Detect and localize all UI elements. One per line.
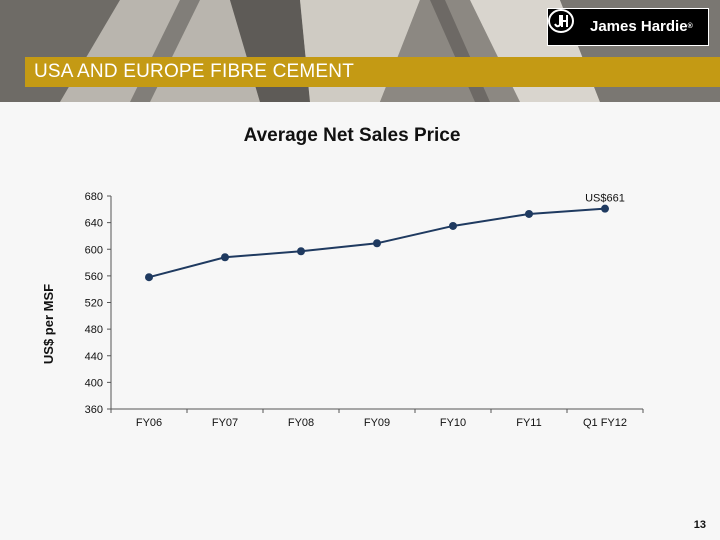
- chart-title: Average Net Sales Price: [243, 125, 461, 146]
- data-point: [221, 253, 229, 262]
- y-tick-label: 400: [85, 377, 103, 389]
- x-tick-label: FY10: [440, 417, 466, 429]
- x-tick-label: FY07: [212, 417, 238, 429]
- y-tick-label: 680: [85, 191, 103, 203]
- y-tick-label: 640: [85, 218, 103, 230]
- y-tick-label: 440: [85, 351, 103, 363]
- section-title: USA AND EUROPE FIBRE CEMENT: [34, 61, 355, 82]
- logo-text: James Hardie®: [590, 18, 693, 35]
- chart-axes: [110, 196, 643, 410]
- x-tick-label: FY11: [516, 417, 541, 429]
- chart-series: [145, 204, 609, 282]
- x-tick-label: Q1 FY12: [583, 417, 627, 429]
- james-hardie-logo: James Hardie®: [547, 8, 709, 46]
- x-tick-label: FY08: [288, 417, 314, 429]
- jh-logo-mark-icon: [548, 9, 574, 33]
- header-banner: USA AND EUROPE FIBRE CEMENT James Hardie…: [0, 0, 720, 102]
- data-point: [145, 273, 153, 282]
- y-tick-label: 480: [85, 324, 103, 336]
- x-tick-label: FY06: [136, 417, 162, 429]
- data-point: [373, 239, 381, 248]
- y-tick-label: 360: [85, 404, 103, 416]
- x-tick-label: FY09: [364, 417, 390, 429]
- y-tick-label: 520: [85, 298, 103, 310]
- section-bar: USA AND EUROPE FIBRE CEMENT: [25, 57, 720, 87]
- y-tick-label: 560: [85, 271, 103, 283]
- data-point: [449, 221, 457, 230]
- data-annotation: US$661: [585, 193, 625, 205]
- chart-ticks: 360 400 440 480 520 560 600 640 680 FY06 FY07 FY08 F…: [85, 191, 644, 429]
- y-tick-label: 600: [85, 244, 103, 256]
- data-point: [601, 204, 609, 213]
- data-point: [525, 209, 533, 218]
- chart-labels: US$ per MSF US$661: [41, 193, 625, 364]
- page-number: 13: [693, 519, 706, 531]
- y-axis-label: US$ per MSF: [41, 284, 56, 364]
- data-point: [297, 247, 305, 256]
